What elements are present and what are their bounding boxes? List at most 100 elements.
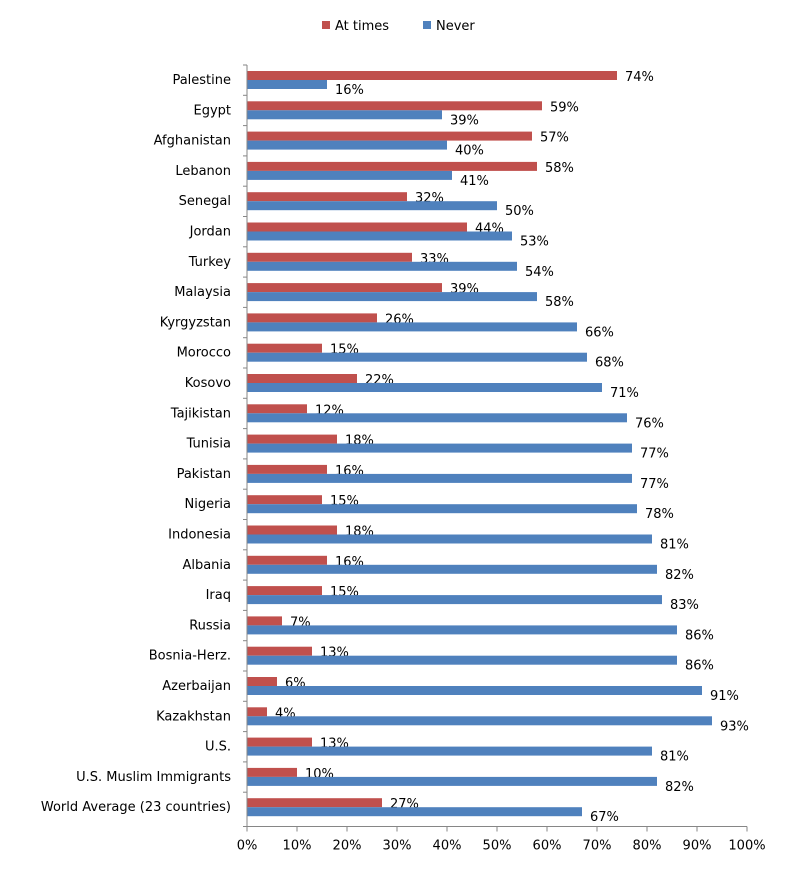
category-label-kyrgyzstan: Kyrgyzstan [160, 315, 231, 330]
value-label-never-albania: 82% [665, 568, 694, 583]
category-label-indonesia: Indonesia [168, 528, 231, 543]
category-label-russia: Russia [189, 618, 231, 633]
value-label-never-bosnia-herz: 86% [685, 659, 714, 674]
value-label-never-world-average-23-countries: 67% [590, 810, 619, 825]
value-label-never-kyrgyzstan: 66% [585, 325, 614, 340]
x-tick-label-70: 70% [583, 839, 612, 854]
bar-at-times-tunisia [247, 434, 337, 444]
category-label-u-s: U.S. [205, 740, 231, 755]
x-tick-label-40: 40% [433, 839, 462, 854]
x-tick-label-60: 60% [533, 839, 562, 854]
bar-never-bosnia-herz [247, 655, 677, 665]
value-label-never-russia: 86% [685, 628, 714, 643]
bar-at-times-tajikistan [247, 404, 307, 414]
bar-at-times-azerbaijan [247, 677, 277, 686]
category-label-palestine: Palestine [172, 73, 231, 88]
x-tick-label-0: 0% [237, 839, 258, 854]
value-label-never-nigeria: 78% [645, 507, 674, 522]
value-label-never-morocco: 68% [595, 356, 624, 371]
bar-at-times-iraq [247, 586, 322, 596]
legend-label-at-times: At times [335, 19, 389, 34]
category-label-pakistan: Pakistan [177, 467, 231, 482]
bar-at-times-albania [247, 555, 327, 565]
value-label-never-azerbaijan: 91% [710, 689, 739, 704]
value-label-never-u-s: 81% [660, 750, 689, 765]
bar-never-tunisia [247, 443, 632, 453]
x-tick-label-80: 80% [633, 839, 662, 854]
value-label-at-times-palestine: 74% [625, 70, 654, 85]
bar-never-kosovo [247, 383, 602, 392]
bar-never-azerbaijan [247, 686, 702, 695]
bar-at-times-world-average-23-countries [247, 798, 382, 808]
bar-at-times-u-s-muslim-immigrants [247, 767, 297, 777]
bar-at-times-morocco [247, 343, 322, 353]
category-label-iraq: Iraq [206, 588, 231, 603]
value-label-never-palestine: 16% [335, 83, 364, 98]
bar-at-times-pakistan [247, 464, 327, 474]
bar-at-times-egypt [247, 101, 542, 111]
category-label-jordan: Jordan [189, 225, 231, 240]
bar-never-kazakhstan [247, 716, 712, 726]
category-label-azerbaijan: Azerbaijan [162, 679, 231, 694]
bar-at-times-malaysia [247, 283, 442, 293]
category-label-senegal: Senegal [179, 194, 231, 209]
value-label-never-u-s-muslim-immigrants: 82% [665, 780, 694, 795]
bar-at-times-nigeria [247, 495, 322, 505]
category-label-morocco: Morocco [177, 346, 231, 361]
category-label-world-average-23-countries: World Average (23 countries) [41, 800, 231, 815]
category-label-bosnia-herz: Bosnia-Herz. [149, 649, 231, 664]
category-label-afghanistan: Afghanistan [154, 134, 231, 149]
legend-swatch-never [423, 21, 431, 29]
bar-never-senegal [247, 201, 497, 211]
x-tick-label-90: 90% [683, 839, 712, 854]
bar-never-indonesia [247, 534, 652, 544]
bar-never-u-s-muslim-immigrants [247, 776, 657, 786]
value-label-never-tajikistan: 76% [635, 416, 664, 431]
legend-label-never: Never [436, 19, 475, 34]
bar-at-times-russia [247, 616, 282, 626]
category-label-lebanon: Lebanon [175, 164, 231, 179]
bar-at-times-senegal [247, 192, 407, 202]
bar-never-afghanistan [247, 140, 447, 150]
bar-at-times-indonesia [247, 525, 337, 535]
value-label-at-times-lebanon: 58% [545, 161, 574, 176]
value-label-never-turkey: 54% [525, 265, 554, 280]
bar-never-palestine [247, 80, 327, 89]
category-label-turkey: Turkey [188, 255, 232, 270]
bar-never-albania [247, 564, 657, 574]
bar-at-times-lebanon [247, 161, 537, 171]
bar-never-morocco [247, 352, 587, 362]
category-label-albania: Albania [182, 558, 231, 573]
legend: At times Never [322, 19, 475, 34]
bar-never-jordan [247, 231, 512, 241]
value-label-never-lebanon: 41% [460, 174, 489, 189]
bar-at-times-afghanistan [247, 131, 532, 141]
x-tick-label-20: 20% [333, 839, 362, 854]
value-label-never-kazakhstan: 93% [720, 719, 749, 734]
bar-never-egypt [247, 110, 442, 120]
value-label-never-tunisia: 77% [640, 447, 669, 462]
legend-swatch-at-times [322, 21, 330, 29]
category-label-nigeria: Nigeria [184, 497, 231, 512]
axes-group: Palestine Egypt Afghanistan Lebanon Senegal J… [41, 64, 766, 854]
category-label-malaysia: Malaysia [174, 285, 231, 300]
category-label-kazakhstan: Kazakhstan [156, 709, 231, 724]
bar-never-nigeria [247, 504, 637, 514]
bar-at-times-bosnia-herz [247, 646, 312, 656]
bars-group: 74%16%59%39%57%40%58%41%32%50%44%53%33%5… [247, 70, 749, 825]
bar-at-times-palestine [247, 71, 617, 80]
value-label-never-kosovo: 71% [610, 386, 639, 401]
bar-never-u-s [247, 746, 652, 756]
value-label-at-times-egypt: 59% [550, 100, 579, 115]
value-label-never-afghanistan: 40% [455, 144, 484, 159]
bar-at-times-kazakhstan [247, 707, 267, 717]
category-label-u-s-muslim-immigrants: U.S. Muslim Immigrants [76, 770, 231, 785]
value-label-never-senegal: 50% [505, 204, 534, 219]
bar-never-turkey [247, 261, 517, 271]
value-label-never-iraq: 83% [670, 598, 699, 613]
bar-never-iraq [247, 595, 662, 605]
bar-never-pakistan [247, 473, 632, 483]
value-label-never-egypt: 39% [450, 113, 479, 128]
bar-at-times-jordan [247, 222, 467, 232]
value-label-at-times-afghanistan: 57% [540, 131, 569, 146]
